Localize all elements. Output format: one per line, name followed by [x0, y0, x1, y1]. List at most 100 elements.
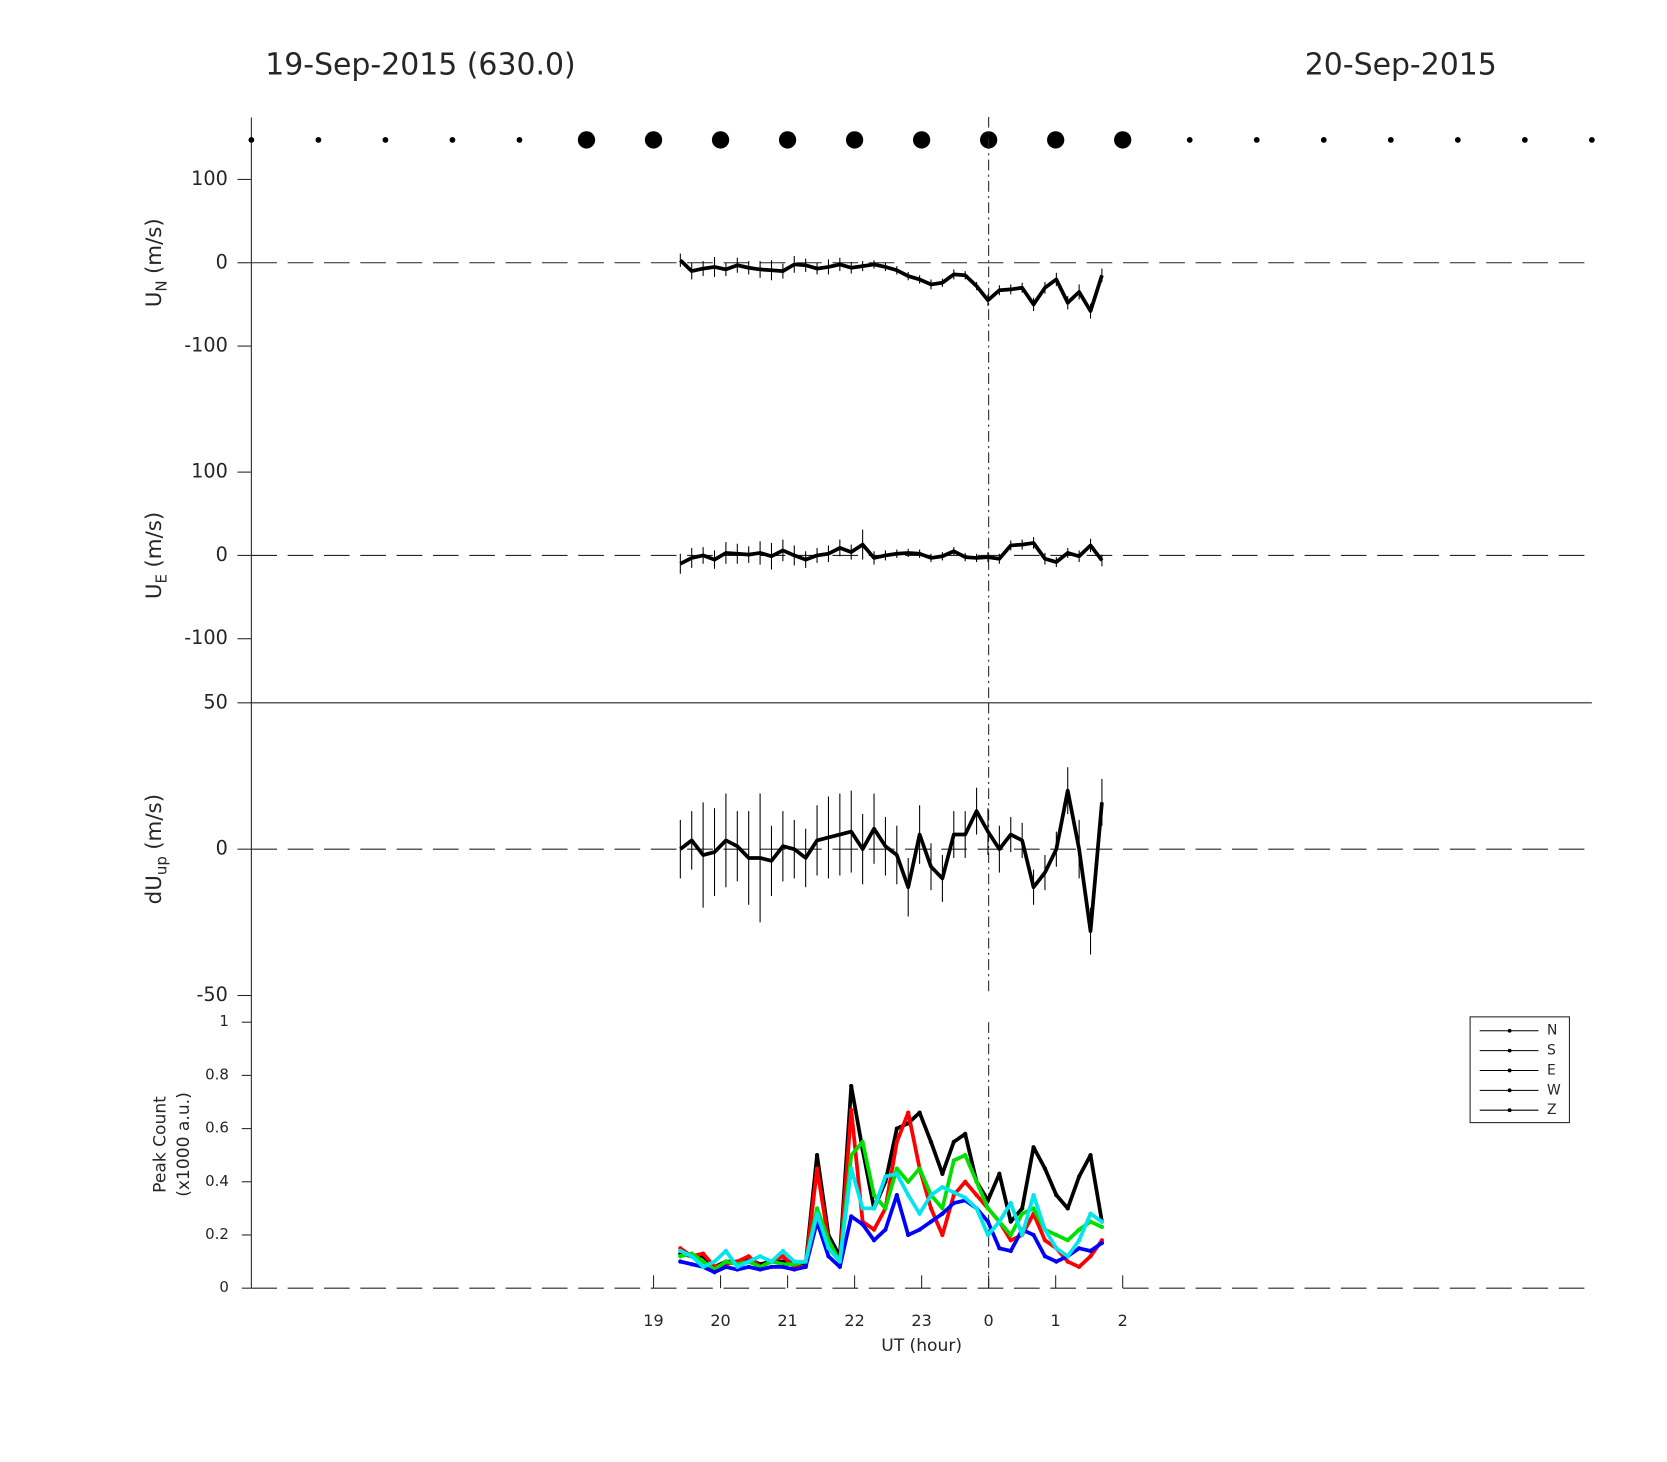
series-line — [679, 258, 1104, 313]
series-point — [883, 1206, 888, 1211]
series-point — [974, 1192, 979, 1198]
series-point — [1020, 1232, 1025, 1238]
series-point — [860, 1206, 865, 1211]
legend-marker — [1507, 1028, 1512, 1033]
series-point — [792, 1267, 797, 1272]
y-axis-label-main: dU — [142, 875, 167, 904]
series-point — [849, 1107, 854, 1113]
series-point — [723, 1259, 729, 1264]
series-point — [963, 1153, 968, 1158]
series-point — [814, 1153, 820, 1158]
sky-marker — [449, 137, 456, 143]
series-point — [712, 1259, 717, 1264]
y-tick-label: 0 — [216, 837, 228, 860]
x-axis-label: UT (hour) — [881, 1336, 962, 1356]
series-point — [769, 1259, 774, 1264]
series-point — [689, 1254, 694, 1259]
series-point — [928, 1206, 934, 1211]
series-point — [871, 1238, 877, 1243]
series-point — [723, 1264, 729, 1270]
series-point — [1031, 1206, 1036, 1211]
series-point — [735, 1264, 740, 1270]
series-point — [814, 1211, 820, 1216]
series-point — [1042, 1238, 1048, 1243]
series-line — [679, 788, 1104, 933]
series-point — [700, 1264, 706, 1270]
series-point — [826, 1246, 831, 1251]
sky-marker — [711, 131, 730, 149]
sky-marker — [1114, 131, 1132, 149]
series-point — [997, 1171, 1002, 1176]
series-point — [780, 1264, 786, 1270]
x-tick-label: 2 — [1118, 1311, 1128, 1330]
series-point — [951, 1158, 956, 1163]
series-point — [917, 1166, 922, 1171]
y-axis-label: dUup (m/s) — [142, 794, 170, 904]
series-point — [1088, 1211, 1093, 1216]
series-point — [963, 1131, 968, 1137]
series-point — [700, 1259, 706, 1264]
legend-label: S — [1547, 1043, 1556, 1059]
series-point — [894, 1126, 899, 1131]
legend-marker — [1507, 1088, 1512, 1093]
legend-marker — [1507, 1068, 1512, 1073]
series-point — [963, 1179, 968, 1184]
series-point — [940, 1206, 945, 1211]
x-tick-label: 21 — [777, 1311, 797, 1330]
series-point — [1088, 1153, 1093, 1158]
series-point — [860, 1222, 865, 1227]
series-point — [757, 1267, 763, 1272]
y-tick-label: 50 — [203, 690, 227, 713]
legend-marker — [1507, 1048, 1512, 1053]
sky-marker — [1588, 137, 1595, 143]
sky-marker — [1454, 137, 1461, 143]
series-point — [746, 1264, 751, 1270]
series-point — [1031, 1192, 1036, 1198]
series-point — [997, 1246, 1002, 1251]
y-tick-label: 0 — [219, 1278, 229, 1296]
series-point — [1008, 1248, 1013, 1254]
series-point — [951, 1200, 956, 1206]
y-axis-label-unit: (m/s) — [142, 218, 167, 274]
series-point — [780, 1254, 786, 1259]
series-point — [1065, 1238, 1070, 1243]
sky-marker — [248, 137, 255, 143]
series-point — [814, 1206, 820, 1211]
series-point — [1076, 1174, 1082, 1179]
title-left: 19-Sep-2015 (630.0) — [265, 48, 575, 83]
series-point — [940, 1211, 945, 1216]
series-point — [1008, 1219, 1013, 1224]
series-point — [940, 1184, 945, 1190]
series-point — [689, 1262, 694, 1267]
series-point — [871, 1192, 877, 1198]
series-point — [894, 1192, 899, 1198]
legend-label: E — [1547, 1062, 1556, 1078]
series-point — [1099, 1224, 1105, 1230]
series-point — [803, 1264, 808, 1270]
series-point — [1054, 1192, 1059, 1198]
legend-label: W — [1547, 1082, 1561, 1098]
series-point — [985, 1206, 991, 1211]
sky-marker — [577, 131, 596, 149]
series-point — [928, 1219, 934, 1224]
series-point — [678, 1259, 683, 1264]
series-point — [1076, 1238, 1082, 1243]
sky-marker — [1186, 137, 1193, 143]
series-point — [1076, 1227, 1082, 1232]
series-point — [769, 1264, 774, 1270]
series-point — [1042, 1166, 1048, 1171]
series-point — [917, 1227, 922, 1232]
y-axis-label: UE (m/s) — [142, 512, 170, 599]
y-tick-label: -100 — [184, 334, 228, 357]
y-tick-label: 0 — [216, 543, 228, 566]
series-point — [894, 1139, 899, 1145]
series-point — [803, 1259, 808, 1264]
series-point — [997, 1219, 1002, 1224]
series-point — [906, 1232, 911, 1238]
series-point — [1076, 1246, 1082, 1251]
y-tick-label: 100 — [191, 460, 228, 483]
series-point — [883, 1227, 888, 1232]
series-point — [1054, 1259, 1059, 1264]
